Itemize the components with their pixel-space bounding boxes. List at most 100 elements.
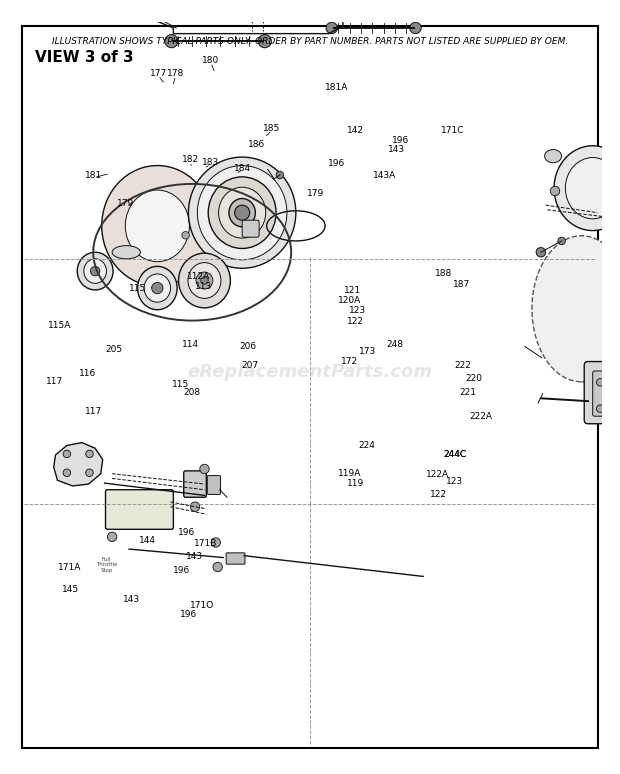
Text: 206: 206 [239, 342, 256, 351]
Ellipse shape [102, 166, 213, 286]
Text: 122A: 122A [426, 470, 449, 479]
Text: VIEW 3 of 3: VIEW 3 of 3 [35, 50, 134, 65]
Text: 186: 186 [247, 140, 265, 149]
Ellipse shape [112, 245, 140, 259]
Circle shape [190, 502, 200, 512]
Text: 171A: 171A [58, 563, 81, 573]
Text: 179: 179 [308, 189, 324, 198]
Text: 224: 224 [359, 441, 376, 450]
Circle shape [234, 205, 250, 221]
Text: 122: 122 [430, 491, 447, 499]
Text: 188: 188 [435, 269, 452, 279]
Ellipse shape [544, 149, 562, 163]
Circle shape [63, 469, 71, 477]
Text: 173: 173 [358, 348, 376, 357]
Text: 123: 123 [349, 306, 366, 315]
FancyBboxPatch shape [105, 490, 174, 529]
Circle shape [86, 450, 93, 457]
FancyBboxPatch shape [593, 371, 620, 416]
Text: eReplacementParts.com: eReplacementParts.com [187, 364, 433, 382]
Circle shape [596, 405, 604, 413]
Text: 179: 179 [117, 199, 135, 207]
Text: 122: 122 [347, 317, 364, 326]
Text: 145: 145 [62, 585, 79, 594]
Circle shape [213, 562, 223, 572]
Text: 120A: 120A [338, 296, 361, 306]
Polygon shape [178, 0, 334, 9]
Text: ILLUSTRATION SHOWS TYPICAL PARTS ONLY. ORDER BY PART NUMBER. PARTS NOT LISTED AR: ILLUSTRATION SHOWS TYPICAL PARTS ONLY. O… [52, 37, 568, 46]
Ellipse shape [125, 190, 189, 262]
Ellipse shape [565, 158, 620, 219]
Text: 181: 181 [85, 171, 102, 180]
Circle shape [536, 248, 546, 257]
Text: 121: 121 [343, 286, 361, 295]
Ellipse shape [197, 166, 287, 260]
Polygon shape [54, 443, 103, 486]
Text: 182: 182 [182, 155, 199, 164]
Text: 180: 180 [202, 56, 219, 65]
Text: 184: 184 [234, 163, 251, 173]
Text: 171C: 171C [441, 125, 465, 135]
Text: 196: 196 [392, 136, 409, 145]
Text: 115: 115 [172, 380, 189, 389]
Ellipse shape [78, 252, 113, 290]
Text: 117: 117 [85, 407, 102, 416]
Text: 114: 114 [182, 341, 199, 349]
Circle shape [558, 237, 565, 245]
Text: 144: 144 [139, 536, 156, 545]
Ellipse shape [554, 146, 620, 231]
Circle shape [63, 450, 71, 457]
Text: 196: 196 [173, 567, 190, 575]
Circle shape [152, 283, 163, 293]
Text: 123: 123 [446, 478, 464, 486]
Text: 171B: 171B [194, 539, 218, 548]
FancyBboxPatch shape [207, 475, 221, 495]
Text: 222: 222 [454, 361, 472, 370]
Text: 177: 177 [149, 69, 167, 78]
Text: 244C: 244C [443, 450, 466, 459]
Ellipse shape [219, 187, 266, 238]
Text: 119A: 119A [338, 468, 361, 478]
Circle shape [182, 231, 189, 239]
Circle shape [165, 35, 178, 48]
Text: 196: 196 [177, 529, 195, 537]
Ellipse shape [229, 199, 255, 227]
Text: 178: 178 [167, 69, 184, 78]
Text: 119: 119 [347, 479, 364, 488]
Text: Full
Throttle
Stop: Full Throttle Stop [96, 557, 117, 573]
Text: 113: 113 [195, 282, 212, 291]
Circle shape [551, 187, 560, 196]
Text: 187: 187 [453, 280, 471, 289]
Text: 181A: 181A [325, 84, 348, 92]
Text: 220: 220 [465, 374, 482, 383]
Text: 207: 207 [242, 361, 259, 370]
FancyBboxPatch shape [226, 553, 245, 564]
Text: 196: 196 [327, 159, 345, 168]
Ellipse shape [138, 266, 177, 310]
Text: 205: 205 [106, 344, 123, 354]
Text: 143: 143 [186, 552, 203, 560]
Text: 143: 143 [388, 146, 405, 155]
Circle shape [107, 532, 117, 542]
Circle shape [596, 378, 604, 386]
Circle shape [276, 171, 283, 179]
Circle shape [258, 35, 272, 48]
Text: 221: 221 [459, 389, 476, 397]
Text: 142: 142 [347, 125, 364, 135]
Text: 112A: 112A [187, 272, 211, 281]
Ellipse shape [188, 157, 296, 269]
Circle shape [196, 272, 213, 289]
Circle shape [200, 464, 209, 474]
Text: 183: 183 [202, 158, 219, 167]
Circle shape [86, 469, 93, 477]
Ellipse shape [208, 176, 276, 248]
Text: 185: 185 [264, 124, 281, 132]
Ellipse shape [532, 236, 620, 382]
Text: 208: 208 [184, 389, 200, 397]
Text: 244C: 244C [443, 450, 466, 459]
Circle shape [326, 22, 337, 33]
Text: 143: 143 [123, 595, 140, 604]
FancyBboxPatch shape [242, 221, 259, 237]
Text: 116: 116 [79, 369, 97, 378]
Text: 172: 172 [341, 357, 358, 366]
